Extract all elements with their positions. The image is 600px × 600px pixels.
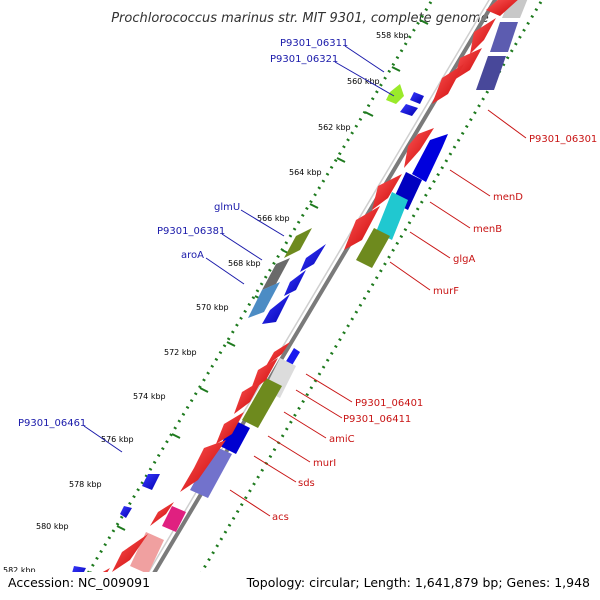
- gene-label[interactable]: sds: [298, 478, 315, 489]
- tick-label: 564 kbp: [289, 168, 322, 177]
- gene-feature: [432, 64, 464, 104]
- kbp-tick-labels: 558 kbp 560 kbp 562 kbp 564 kbp 566 kbp …: [3, 31, 409, 575]
- gene-label[interactable]: murI: [313, 458, 336, 469]
- gene-label[interactable]: P9301_06381: [157, 226, 225, 237]
- gene-feature: [470, 18, 496, 54]
- tick-label: 578 kbp: [69, 480, 102, 489]
- gene-label[interactable]: P9301_06301: [529, 134, 597, 145]
- tick-label: 580 kbp: [36, 522, 69, 531]
- gene-feature: [412, 134, 448, 182]
- gene-feature: [180, 440, 226, 492]
- gene-feature: [356, 228, 390, 268]
- gene-feature: [386, 84, 404, 104]
- gene-feature: [476, 56, 506, 90]
- gene-feature: [300, 244, 326, 272]
- tick-label: 582 kbp: [3, 566, 36, 575]
- gene-label[interactable]: acs: [272, 512, 289, 523]
- gene-label[interactable]: aroA: [181, 250, 204, 261]
- tick-label: 560 kbp: [347, 77, 380, 86]
- gene-label[interactable]: P9301_06401: [355, 398, 423, 409]
- gene-feature: [266, 342, 290, 366]
- outer-tick-line: [70, 0, 434, 600]
- tick-label: 562 kbp: [318, 123, 351, 132]
- tick-label: 568 kbp: [228, 259, 261, 268]
- gene-label[interactable]: P9301_06321: [270, 54, 338, 65]
- gene-feature: [490, 22, 518, 52]
- gene-feature: [410, 92, 424, 104]
- summary-text: Topology: circular; Length: 1,641,879 bp…: [246, 575, 590, 590]
- gene-feature: [284, 228, 312, 258]
- tick-label: 576 kbp: [101, 435, 134, 444]
- gene-feature: [454, 48, 482, 80]
- gene-feature: [112, 534, 148, 572]
- forward-strand-genes: [70, 84, 424, 584]
- gene-feature: [262, 258, 290, 290]
- forward-gene-labels: P9301_06311 P9301_06321 glmU P9301_06381…: [18, 38, 348, 429]
- gene-label[interactable]: murF: [433, 286, 459, 297]
- gene-feature: [130, 532, 164, 574]
- gene-feature: [242, 378, 282, 428]
- tick-label: 574 kbp: [133, 392, 166, 401]
- inner-tick-line: [183, 0, 544, 600]
- gene-feature: [142, 474, 160, 490]
- gene-feature: [150, 502, 174, 526]
- gene-feature: [284, 270, 306, 296]
- gene-label[interactable]: glmU: [214, 202, 240, 213]
- accession-text: Accession: NC_009091: [8, 575, 150, 590]
- gene-label[interactable]: menD: [493, 192, 523, 203]
- gene-label[interactable]: P9301_06461: [18, 418, 86, 429]
- reverse-label-leaders: [229, 109, 527, 517]
- tick-label: 572 kbp: [164, 348, 197, 357]
- gene-label[interactable]: menB: [473, 224, 502, 235]
- gene-feature: [486, 0, 518, 16]
- gene-feature: [400, 104, 418, 116]
- gene-feature: [404, 128, 434, 168]
- gene-feature: [248, 282, 280, 318]
- gene-label[interactable]: P9301_06311: [280, 38, 348, 49]
- gene-label[interactable]: glgA: [453, 254, 475, 265]
- tick-label: 558 kbp: [376, 31, 409, 40]
- footer-background: [0, 572, 600, 600]
- gene-label[interactable]: P9301_06411: [343, 414, 411, 425]
- genome-backbone-highlight: [131, 0, 490, 600]
- forward-label-leaders: [83, 45, 395, 453]
- gene-feature: [220, 420, 250, 454]
- gene-feature: [234, 380, 262, 414]
- gene-feature: [190, 446, 232, 498]
- reverse-gene-labels: P9301_06301 menD menB glgA murF P9301_06…: [272, 134, 597, 523]
- tick-label: 566 kbp: [257, 214, 290, 223]
- gene-feature: [262, 294, 290, 324]
- map-title: Prochlorococcus marinus str. MIT 9301, c…: [111, 11, 489, 26]
- gene-feature: [372, 174, 402, 210]
- inner-lane-genes: [130, 0, 528, 574]
- tick-label: 570 kbp: [196, 303, 229, 312]
- gene-feature: [376, 192, 408, 240]
- reverse-strand-genes: [78, 0, 518, 600]
- gene-feature: [344, 206, 380, 250]
- gene-feature: [162, 506, 186, 532]
- gene-feature: [120, 506, 132, 518]
- gene-feature: [216, 412, 244, 444]
- gene-label[interactable]: amiC: [329, 434, 355, 445]
